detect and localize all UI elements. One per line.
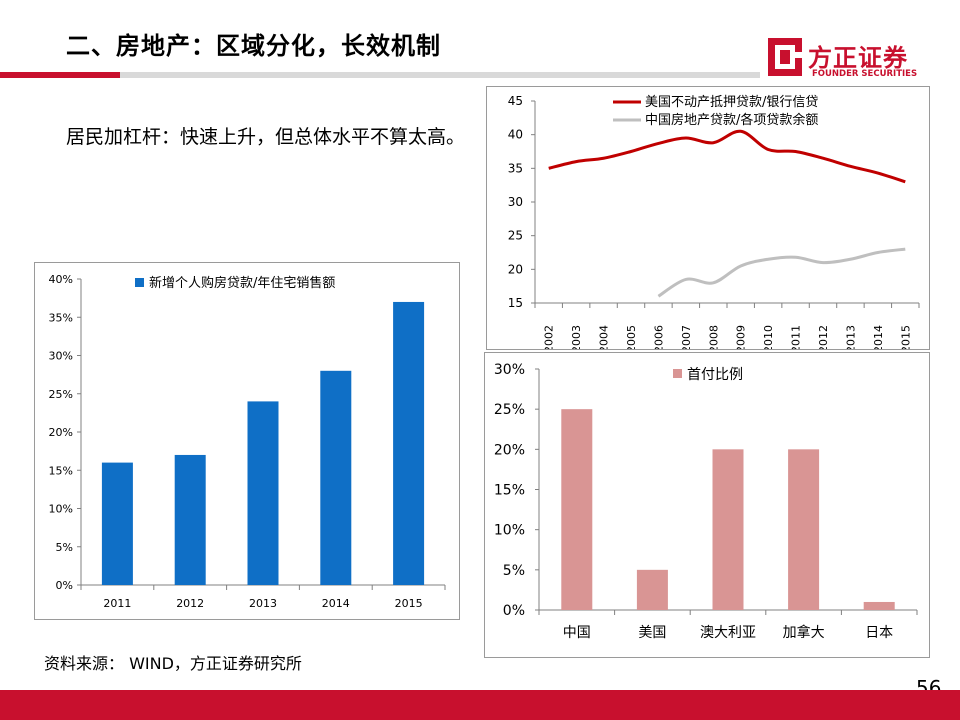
x-tick-label: 加拿大: [783, 624, 825, 641]
series-line: [548, 129, 906, 184]
series-line: [657, 247, 906, 298]
bar-chart-1-canvas: 0% 5% 10% 15% 20% 25% 30% 35% 40% 2011 2012 2013 201…: [49, 273, 446, 610]
x-tick-label: 2002: [543, 325, 556, 349]
y-tick-label: 45: [508, 94, 523, 108]
x-tick-label: 2005: [625, 325, 638, 349]
legend-swatch: [673, 369, 682, 378]
x-tick-label: 2003: [570, 325, 583, 349]
brand-name: 方正证券: [808, 44, 908, 72]
y-tick-label: 35%: [49, 311, 73, 324]
bar: [863, 601, 895, 610]
y-tick-label: 0%: [56, 579, 73, 592]
bar: [247, 401, 279, 585]
y-tick-label: 10%: [49, 503, 73, 516]
x-tick-label: 澳大利亚: [700, 625, 756, 641]
x-tick-label: 2011: [103, 597, 131, 610]
x-tick-label: 2015: [899, 325, 912, 349]
bar: [174, 454, 206, 585]
x-tick-label: 2015: [395, 597, 423, 610]
title-divider: [0, 72, 760, 78]
legend-label: 美国不动产抵押贷款/银行信贷: [645, 95, 818, 110]
title-divider-accent: [0, 72, 120, 78]
brand-subtitle: FOUNDER SECURITIES: [812, 69, 918, 79]
y-tick-label: 15%: [49, 464, 73, 477]
footer-bar: [0, 690, 960, 720]
y-tick-label: 15%: [494, 483, 525, 499]
x-tick-label: 中国: [563, 625, 591, 641]
y-tick-label: 30: [508, 195, 523, 209]
bar: [561, 409, 593, 610]
y-tick-label: 5%: [56, 541, 73, 554]
brand-logo: 方正证券 FOUNDER SECURITIES: [768, 38, 948, 82]
legend-label: 新增个人购房贷款/年住宅销售额: [149, 275, 335, 291]
x-tick-label: 美国: [638, 625, 666, 641]
legend-label: 首付比例: [687, 367, 743, 383]
bar: [101, 462, 133, 585]
x-tick-label: 2014: [322, 597, 350, 610]
bar: [788, 449, 820, 610]
x-tick-label: 2013: [249, 597, 277, 610]
y-tick-label: 0%: [503, 603, 525, 619]
legend-label: 中国房地产贷款/各项贷款余额: [645, 112, 818, 128]
y-tick-label: 25%: [49, 388, 73, 401]
x-tick-label: 2008: [707, 325, 720, 349]
x-tick-label: 2007: [680, 325, 693, 349]
bar: [320, 370, 352, 585]
y-tick-label: 15: [508, 296, 523, 310]
y-tick-label: 30%: [49, 350, 73, 363]
y-tick-label: 20: [508, 262, 523, 276]
mortgage-to-sales-bar-chart: 0% 5% 10% 15% 20% 25% 30% 35% 40% 2011 2012 2013 201…: [34, 262, 460, 620]
line-chart-canvas: 15 20 25 30 35 40 45 2002 2003 2004 2005 2006 2007 20…: [508, 94, 920, 353]
body-text: 居民加杠杆：快速上升，但总体水平不算太高。: [66, 126, 466, 148]
mortgage-share-line-chart: 15 20 25 30 35 40 45 2002 2003 2004 2005 2006 2007 20…: [486, 86, 930, 353]
bar-chart-2-canvas: 0% 5% 10% 15% 20% 25% 30% 中国 美国 澳大利亚 加拿大 日本 首付比例: [494, 362, 918, 641]
legend-swatch: [135, 278, 144, 287]
x-tick-label: 2006: [652, 325, 665, 349]
bar: [712, 449, 744, 610]
x-tick-label: 2014: [872, 325, 885, 349]
x-tick-label: 2011: [790, 325, 803, 349]
x-tick-label: 2012: [176, 597, 204, 610]
bar: [636, 569, 668, 610]
y-tick-label: 35: [508, 161, 523, 175]
x-tick-label: 2004: [598, 325, 611, 349]
y-tick-label: 5%: [503, 563, 525, 579]
x-tick-label: 2009: [735, 325, 748, 349]
y-tick-label: 25: [508, 229, 523, 243]
y-tick-label: 40: [508, 128, 523, 142]
page-title: 二、房地产：区域分化，长效机制: [66, 32, 441, 60]
x-tick-label: 2010: [762, 325, 775, 349]
founder-logo-icon: [768, 38, 802, 76]
y-tick-label: 40%: [49, 273, 73, 286]
down-payment-bar-chart: 0% 5% 10% 15% 20% 25% 30% 中国 美国 澳大利亚 加拿大 日本 首付比例: [484, 352, 930, 658]
x-tick-label: 2012: [817, 325, 830, 349]
y-tick-label: 30%: [494, 362, 525, 378]
y-tick-label: 20%: [494, 442, 525, 458]
y-tick-label: 20%: [49, 426, 73, 439]
x-tick-label: 日本: [865, 625, 893, 641]
data-source-note: 资料来源： WIND，方正证券研究所: [44, 654, 302, 673]
x-tick-label: 2013: [844, 325, 857, 349]
bar: [393, 301, 425, 585]
y-tick-label: 25%: [494, 402, 525, 418]
y-tick-label: 10%: [494, 523, 525, 539]
